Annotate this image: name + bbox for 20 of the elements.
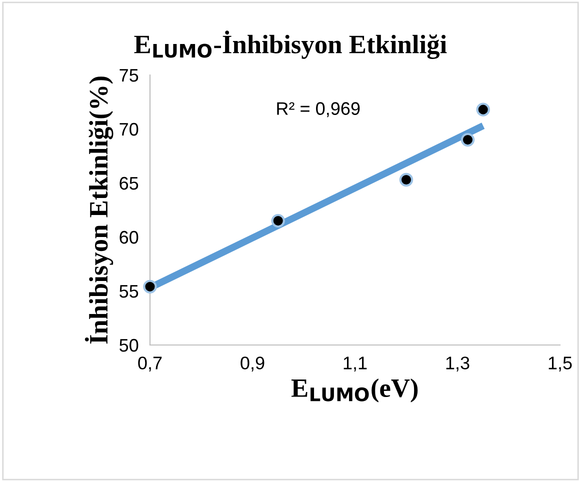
y-axis-title: İnhibisyon Etkinliği(%)	[84, 76, 114, 344]
point	[460, 132, 475, 147]
y-tick-label: 55	[120, 285, 138, 298]
x-tick-label: 0,7	[138, 356, 162, 372]
y-tick-label: 60	[120, 230, 138, 244]
x-axis-title: E$_{LUMO}$(eV)	[291, 378, 418, 402]
x-tick-label: 1,3	[446, 356, 470, 372]
x-tick-label: 0,9	[240, 356, 264, 372]
chart-title: E$_{LUMO}$-İnhibisyon Etkinliği	[134, 30, 447, 59]
point	[399, 172, 414, 187]
x-tick-label: 1,5	[548, 356, 572, 372]
y-tick-label: 70	[120, 122, 138, 136]
y-tick-label: 75	[120, 69, 138, 82]
y-tick-label: 50	[120, 338, 138, 352]
x-tick-label: 1,1	[344, 356, 367, 372]
point	[271, 214, 285, 228]
point	[476, 102, 490, 116]
annotation: R² = 0,969	[277, 102, 360, 118]
y-tick-label: 65	[120, 176, 138, 190]
point	[143, 280, 157, 294]
